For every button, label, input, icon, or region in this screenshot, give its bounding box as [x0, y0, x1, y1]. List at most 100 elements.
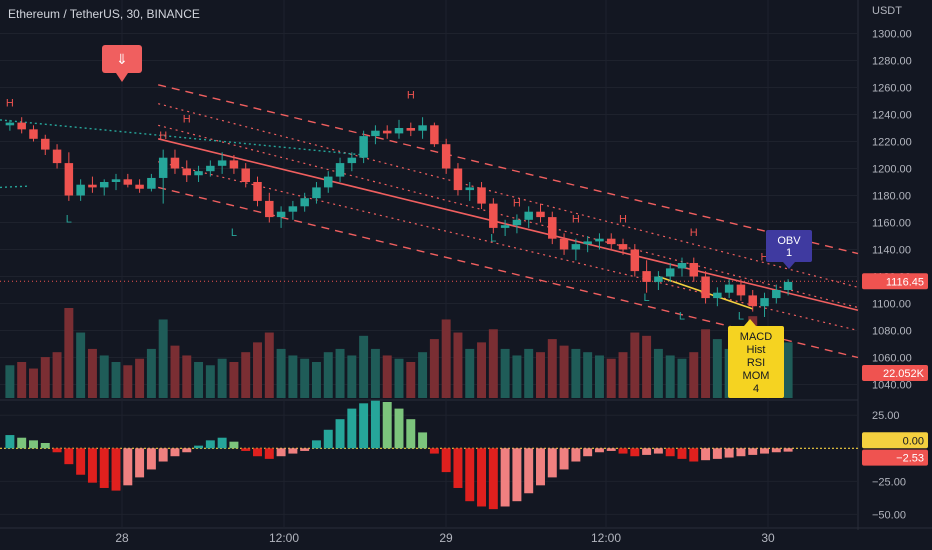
osc-bar	[618, 448, 628, 454]
candle-body	[571, 244, 581, 250]
candle-body	[347, 157, 357, 164]
volume-bar	[618, 352, 628, 398]
volume-bar	[229, 362, 239, 398]
volume-bar	[712, 339, 722, 398]
volume-bar	[536, 352, 545, 398]
candle-body	[665, 268, 675, 277]
osc-bar	[583, 448, 593, 457]
macd-label-line: MOM	[743, 370, 770, 382]
osc-bar	[418, 432, 428, 449]
osc-bar	[253, 448, 262, 457]
teal-dotted-line-left	[0, 185, 31, 189]
price-tick-label: 1200.00	[872, 164, 912, 176]
high-marker: H	[6, 97, 14, 109]
volume-bar	[182, 355, 192, 398]
candle-body	[371, 130, 380, 137]
sell-signal-box	[102, 45, 142, 73]
low-marker: L	[644, 292, 650, 304]
volume-bar	[40, 357, 50, 398]
obv-label-line: OBV	[777, 235, 801, 247]
osc-bar	[642, 448, 652, 455]
osc-bar	[724, 448, 734, 458]
osc-bar	[653, 448, 663, 454]
low-marker: L	[66, 214, 72, 226]
osc-bar	[288, 448, 298, 454]
osc-bar	[300, 448, 310, 451]
osc-bar	[536, 448, 545, 486]
volume-bar	[276, 348, 286, 398]
osc-bar	[99, 448, 109, 488]
chart-title: Ethereum / TetherUS, 30, BINANCE	[8, 7, 200, 21]
high-marker: H	[183, 114, 191, 126]
price-tick-label: 1040.00	[872, 380, 912, 392]
osc-bar	[194, 445, 204, 449]
candle-body	[418, 125, 427, 131]
osc-bar	[28, 440, 38, 449]
osc-bar	[229, 441, 239, 449]
osc-bar	[347, 408, 357, 449]
candle-body	[111, 179, 121, 182]
volume-bar	[406, 362, 416, 398]
candle-body	[99, 182, 109, 188]
candle-body	[241, 168, 250, 182]
volume-bar	[87, 348, 97, 398]
high-marker: H	[761, 251, 769, 263]
osc-bar	[40, 443, 50, 449]
volume-bar	[323, 352, 333, 398]
osc-bar	[488, 448, 498, 510]
price-tick-label: 1240.00	[872, 110, 912, 122]
osc-bar	[477, 448, 487, 507]
candle-body	[276, 211, 286, 218]
volume-bar	[465, 348, 475, 398]
osc-bar	[571, 448, 581, 462]
volume-bar	[311, 362, 321, 398]
price-tick-label: 1180.00	[872, 191, 911, 203]
candle-body	[300, 198, 309, 207]
volume-bar	[606, 358, 616, 398]
osc-bar	[630, 448, 640, 457]
osc-bar	[111, 448, 121, 491]
candle-body	[88, 184, 97, 188]
candle-body	[76, 184, 85, 196]
osc-value-tag: −2.53	[896, 453, 924, 465]
candle-body	[41, 138, 50, 150]
channel-inner-upper	[158, 103, 859, 288]
low-marker: L	[231, 227, 237, 239]
volume-bar	[441, 319, 451, 398]
price-tick-label: 1280.00	[872, 56, 912, 68]
volume-bar	[429, 339, 439, 398]
candle-body	[265, 200, 274, 218]
osc-bar	[736, 448, 746, 457]
candle-body	[229, 160, 239, 169]
low-marker: L	[738, 311, 744, 323]
macd-label-pointer	[744, 319, 756, 326]
volume-bar	[28, 368, 38, 398]
osc-bar	[394, 408, 404, 449]
high-marker: H	[690, 227, 698, 239]
candle-body	[701, 276, 710, 299]
candlesticks	[5, 117, 793, 317]
volume-bar	[288, 355, 298, 398]
candle-body	[17, 122, 26, 130]
osc-bar	[783, 448, 793, 452]
candle-body	[324, 176, 333, 188]
osc-bar	[311, 440, 321, 449]
time-tick-label: 12:00	[591, 531, 621, 545]
volume-bar	[99, 355, 109, 398]
price-tick-label: 1100.00	[872, 299, 911, 311]
candle-body	[382, 130, 392, 134]
candle-body	[618, 244, 628, 250]
high-marker: H	[513, 197, 521, 209]
osc-bar	[512, 448, 522, 502]
osc-bar	[748, 448, 758, 455]
last-price-tag: 1116.45	[886, 276, 924, 288]
volume-bar	[300, 358, 310, 398]
volume-bar	[5, 365, 15, 398]
volume-bar	[205, 365, 215, 398]
obv-label-box	[766, 230, 812, 262]
oscillator-histogram	[0, 400, 858, 510]
macd-label-line: RSI	[747, 357, 765, 369]
candle-body	[394, 128, 404, 134]
candle-body	[630, 249, 640, 272]
